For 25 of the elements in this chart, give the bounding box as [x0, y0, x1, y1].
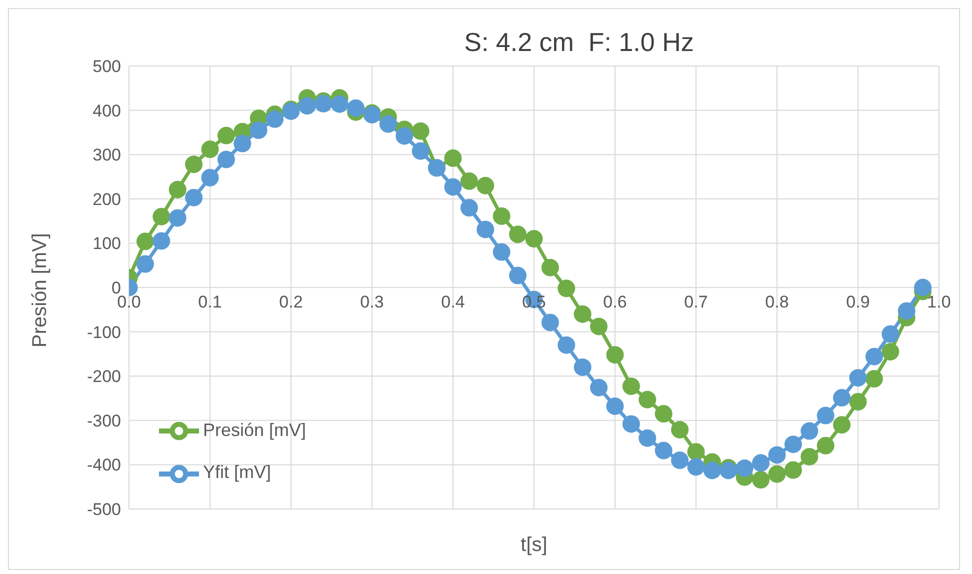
y-tick-label: -400 [86, 456, 121, 475]
y-tick-label: -200 [86, 367, 121, 386]
y-tick-label: -300 [86, 411, 121, 430]
chart-title: S: 4.2 cm F: 1.0 Hz [463, 27, 695, 58]
x-tick-label: 0.2 [279, 292, 303, 312]
y-tick-label: 200 [92, 190, 121, 209]
y-tick-label: 500 [92, 57, 121, 76]
x-tick-label: 0.3 [360, 292, 384, 312]
x-tick-label: 0.6 [603, 292, 627, 312]
y-tick-label: 100 [92, 234, 121, 254]
x-tick-label: 0.0 [117, 292, 141, 312]
x-tick-label: 0.7 [684, 292, 708, 312]
y-tick-label: 400 [92, 101, 121, 120]
y-tick-label: -100 [86, 322, 121, 342]
x-tick-label: 0.8 [765, 292, 789, 312]
x-tick-label: 1.0 [927, 292, 951, 312]
x-tick-label: 0.1 [198, 292, 222, 312]
x-tick-label: 0.9 [846, 292, 870, 312]
legend-label: Yfit [mV] [203, 462, 272, 482]
x-tick-label: 0.4 [441, 292, 465, 312]
x-axis-title: t[s] [520, 534, 548, 556]
y-axis-title: Presión [mV] [29, 233, 52, 348]
legend-label: Presión [mV] [203, 420, 306, 440]
y-tick-label: 300 [92, 146, 121, 165]
y-tick-label: -500 [86, 500, 121, 520]
